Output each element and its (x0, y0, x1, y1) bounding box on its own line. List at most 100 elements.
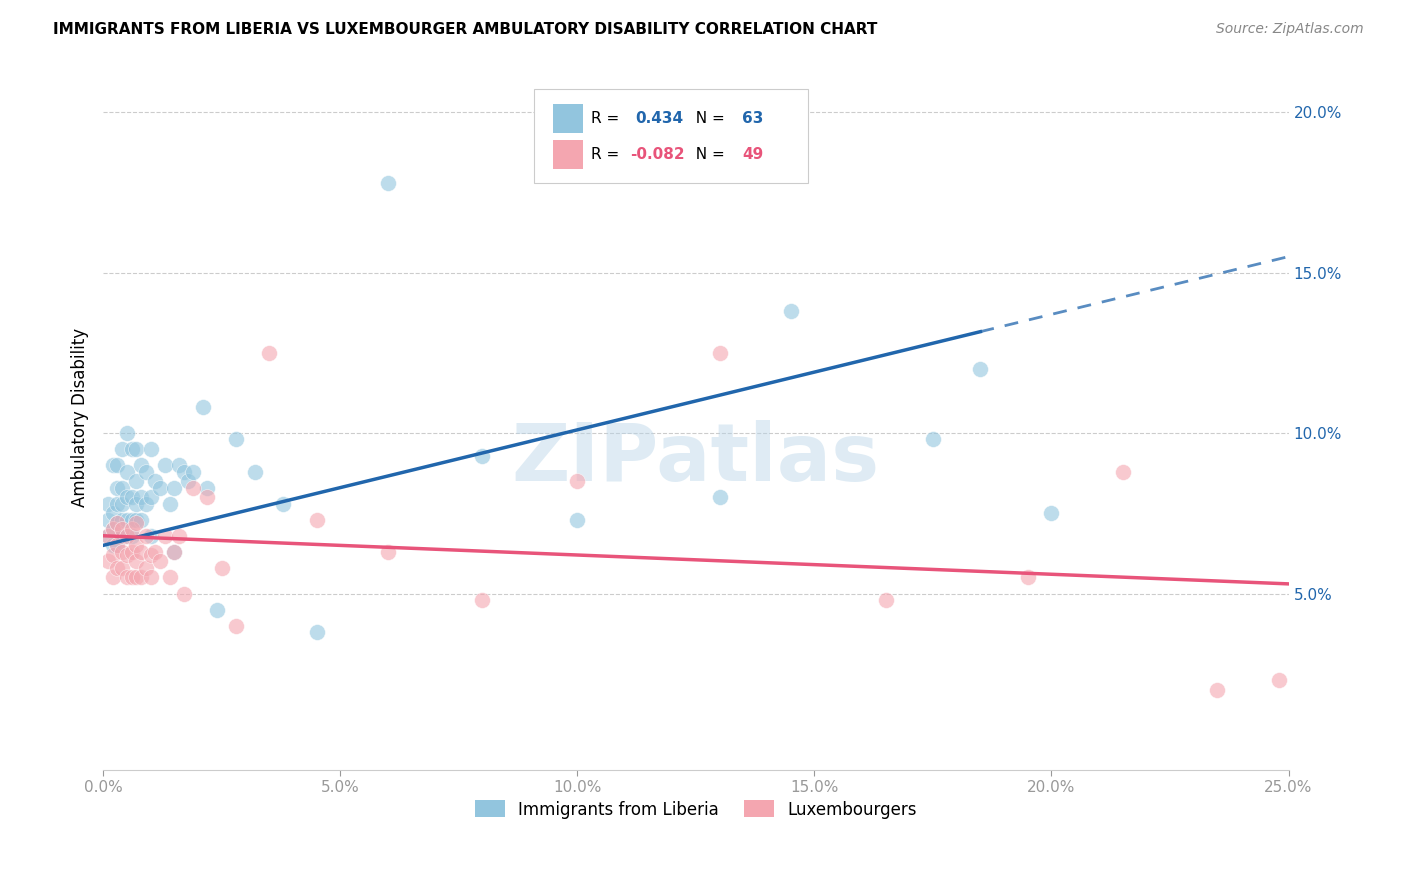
Point (143, 474, 166, 488)
Point (105, 538, 128, 552)
Point (135, 561, 157, 575)
Point (125, 513, 148, 527)
Point (97, 513, 120, 527)
Point (97, 554, 120, 568)
Point (273, 497, 295, 511)
Point (121, 442, 143, 456)
Point (163, 545, 186, 559)
Point (969, 362, 991, 376)
Point (125, 538, 148, 552)
Point (111, 529, 134, 543)
Point (115, 465, 138, 479)
Point (125, 474, 148, 488)
Point (105, 538, 128, 552)
Y-axis label: Ambulatory Disability: Ambulatory Disability (72, 327, 89, 507)
Point (875, 593, 897, 607)
Point (139, 442, 162, 456)
Point (115, 548, 138, 562)
Point (139, 490, 162, 504)
Point (111, 561, 134, 575)
Point (121, 490, 143, 504)
Point (129, 513, 152, 527)
Point (115, 570, 138, 584)
Point (121, 529, 143, 543)
Text: Source: ZipAtlas.com: Source: ZipAtlas.com (1216, 22, 1364, 37)
Point (135, 529, 157, 543)
Point (129, 545, 152, 559)
Point (922, 433, 945, 447)
Point (305, 513, 328, 527)
Point (163, 481, 186, 495)
Point (97, 529, 120, 543)
Point (111, 497, 134, 511)
Point (111, 513, 134, 527)
Point (115, 490, 138, 504)
Point (779, 304, 801, 318)
Point (105, 561, 128, 575)
Point (163, 545, 186, 559)
Point (121, 522, 143, 536)
Point (197, 481, 219, 495)
Text: ZIPatlas: ZIPatlas (512, 420, 880, 499)
Point (149, 554, 172, 568)
Point (101, 522, 124, 536)
Text: -0.082: -0.082 (630, 147, 685, 161)
Point (173, 465, 195, 479)
Point (143, 545, 166, 559)
Point (111, 481, 134, 495)
Point (139, 529, 162, 543)
Point (115, 513, 138, 527)
Point (471, 593, 494, 607)
Point (159, 570, 181, 584)
Point (1111, 465, 1133, 479)
Point (125, 570, 148, 584)
Point (257, 346, 280, 360)
Point (101, 522, 124, 536)
Point (177, 474, 200, 488)
Point (101, 458, 124, 472)
Text: R =: R = (591, 147, 624, 161)
Point (225, 433, 247, 447)
Point (167, 529, 190, 543)
Point (129, 490, 152, 504)
Point (125, 516, 148, 530)
Point (125, 497, 148, 511)
Point (129, 458, 152, 472)
Point (111, 545, 134, 559)
Point (149, 481, 172, 495)
Point (101, 570, 124, 584)
Point (1017, 570, 1039, 584)
Point (101, 538, 124, 552)
Point (115, 529, 138, 543)
Point (97, 529, 120, 543)
Point (121, 513, 143, 527)
Point (105, 516, 128, 530)
Point (129, 570, 152, 584)
Point (105, 481, 128, 495)
Point (191, 401, 214, 415)
Text: 63: 63 (742, 112, 763, 126)
Point (709, 490, 731, 504)
Point (121, 545, 143, 559)
Point (173, 586, 195, 600)
Point (197, 490, 219, 504)
Point (1268, 673, 1291, 688)
Point (377, 176, 399, 190)
Point (115, 529, 138, 543)
Point (1206, 682, 1229, 697)
Point (111, 522, 134, 536)
Text: N =: N = (686, 112, 730, 126)
Point (377, 545, 399, 559)
Point (471, 449, 494, 463)
Point (111, 442, 134, 456)
Point (159, 497, 181, 511)
Point (153, 458, 176, 472)
Text: 0.434: 0.434 (636, 112, 683, 126)
Point (567, 513, 589, 527)
Point (205, 602, 228, 616)
Point (115, 426, 138, 441)
Point (101, 548, 124, 562)
Point (211, 561, 233, 575)
Point (105, 458, 128, 472)
Text: N =: N = (686, 147, 730, 161)
